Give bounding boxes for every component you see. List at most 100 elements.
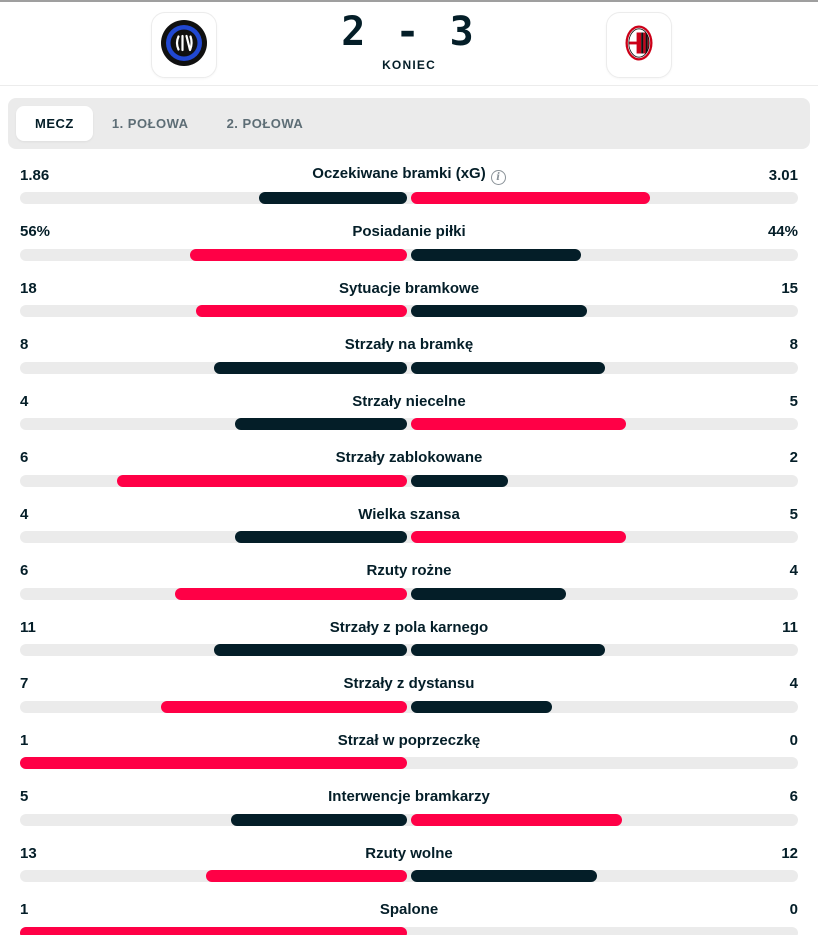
stat-bar-track xyxy=(20,248,798,261)
stat-away-value: 4 xyxy=(789,562,798,579)
stat-label: Posiadanie piłki xyxy=(352,223,466,240)
stat-bar-home xyxy=(195,305,407,317)
tab-1-połowa[interactable]: 1. POŁOWA xyxy=(111,116,189,131)
home-team-logo[interactable] xyxy=(151,12,217,78)
stat-bar-home xyxy=(213,361,407,374)
stat-away-value: 44% xyxy=(767,223,798,240)
stat-bar-track xyxy=(20,474,798,487)
stat-away-value: 0 xyxy=(789,731,798,749)
stat-row: 5 Interwencje bramkarzyi 6 xyxy=(20,787,798,826)
stat-row: 6 Strzały zablokowanei 2 xyxy=(20,448,798,487)
stat-away-value: 0 xyxy=(789,901,798,918)
stat-bar-track xyxy=(20,926,798,935)
stat-bar-home xyxy=(259,192,407,204)
stat-home-value: 7 xyxy=(20,675,29,692)
stat-bar-home xyxy=(174,587,407,600)
stat-label: Sytuacje bramkowe xyxy=(338,279,480,297)
info-icon[interactable]: i xyxy=(490,170,506,186)
stat-row: 1 Spalonei 0 xyxy=(20,900,798,935)
stat-bar-away xyxy=(411,305,587,317)
stat-label: Strzały z pola karnego xyxy=(329,618,489,636)
stat-bar-track xyxy=(20,870,798,882)
stat-row: 11 Strzały z pola karnegoi 11 xyxy=(20,617,798,656)
tab-2-połowa[interactable]: 2. POŁOWA xyxy=(226,116,304,131)
stat-bar-track xyxy=(20,192,798,204)
stat-home-value: 6 xyxy=(20,562,29,579)
stat-away-value: 3.01 xyxy=(768,166,798,184)
stat-label: Spalone xyxy=(379,901,439,918)
stat-home-value: 1.86 xyxy=(20,166,50,184)
stat-bar-home xyxy=(116,474,407,487)
stat-row: 18 Sytuacje bramkowei 15 xyxy=(20,278,798,317)
stat-label: Rzuty wolne xyxy=(365,844,453,862)
stat-bar-home xyxy=(213,644,407,656)
stat-label: Strzały zablokowane xyxy=(335,449,483,466)
stat-bar-away xyxy=(411,361,605,374)
stat-bar-home xyxy=(231,813,407,826)
stat-bar-away xyxy=(411,192,651,204)
stat-bar-track xyxy=(20,418,798,430)
stat-away-value: 6 xyxy=(789,788,798,805)
stat-away-value: 12 xyxy=(781,844,798,862)
stat-label: Strzał w poprzeczkę xyxy=(337,731,481,749)
stat-row: 4 Wielka szansai 5 xyxy=(20,504,798,543)
stat-bar-home xyxy=(20,926,407,935)
stat-bar-track xyxy=(20,644,798,656)
stat-bar-away xyxy=(411,248,582,261)
stat-home-value: 5 xyxy=(20,788,29,805)
stat-bar-away xyxy=(411,870,597,882)
tab-bar: MECZ 1. POŁOWA 2. POŁOWA xyxy=(8,98,810,149)
stat-row: 8 Strzały na bramkęi 8 xyxy=(20,335,798,374)
stat-row: 1.86 Oczekiwane bramki (xG) i 3.01 xyxy=(20,165,798,204)
stat-row: 56% Posiadanie piłkii 44% xyxy=(20,222,798,261)
stat-bar-track xyxy=(20,700,798,713)
stat-bar-away xyxy=(411,644,605,656)
stat-label: Interwencje bramkarzy xyxy=(328,788,490,805)
stat-bar-track xyxy=(20,305,798,317)
stats-list: 1.86 Oczekiwane bramki (xG) i 3.01 56% Po… xyxy=(0,149,818,935)
inter-logo-icon xyxy=(160,19,208,72)
stat-home-value: 4 xyxy=(20,392,29,410)
stat-away-value: 15 xyxy=(781,279,798,297)
stat-home-value: 1 xyxy=(20,901,29,918)
stat-bar-track xyxy=(20,757,798,769)
stat-label: Rzuty rożne xyxy=(366,562,452,579)
stat-label: Oczekiwane bramki (xG) xyxy=(312,164,486,182)
stat-home-value: 8 xyxy=(20,336,29,353)
stat-label: Strzały z dystansu xyxy=(343,675,475,692)
match-header: 2 - 3 KONIEC xyxy=(0,2,818,86)
stat-bar-away xyxy=(411,418,626,430)
match-status: KONIEC xyxy=(382,58,436,72)
stat-home-value: 6 xyxy=(20,449,29,466)
score-block: 2 - 3 KONIEC xyxy=(0,8,818,72)
stat-bar-home xyxy=(235,531,407,543)
stat-row: 13 Rzuty wolnei 12 xyxy=(20,843,798,882)
stat-home-value: 13 xyxy=(20,844,37,862)
stat-bar-home xyxy=(190,248,407,261)
stat-away-value: 8 xyxy=(789,336,798,353)
stat-row: 1 Strzał w poprzeczkęi 0 xyxy=(20,730,798,769)
stat-home-value: 4 xyxy=(20,505,29,523)
stat-row: 4 Strzały niecelnei 5 xyxy=(20,391,798,430)
stat-away-value: 5 xyxy=(789,505,798,523)
stat-home-value: 56% xyxy=(20,223,51,240)
milan-logo-icon xyxy=(615,19,663,72)
stat-bar-away xyxy=(411,700,552,713)
match-score: 2 - 3 xyxy=(341,9,477,55)
stat-label: Wielka szansa xyxy=(358,505,460,523)
stat-bar-away xyxy=(411,587,566,600)
stat-bar-track xyxy=(20,587,798,600)
stat-bar-home xyxy=(205,870,407,882)
stat-home-value: 18 xyxy=(20,279,37,297)
tab-mecz[interactable]: MECZ xyxy=(16,106,93,141)
stat-bar-track xyxy=(20,813,798,826)
stat-bar-away xyxy=(411,531,626,543)
stat-row: 7 Strzały z dystansui 4 xyxy=(20,674,798,713)
away-team-logo[interactable] xyxy=(606,12,672,78)
stat-bar-home xyxy=(20,757,407,769)
stat-bar-home xyxy=(160,700,407,713)
stat-label: Strzały niecelne xyxy=(352,392,466,410)
stat-bar-home xyxy=(235,418,407,430)
stat-bar-track xyxy=(20,531,798,543)
